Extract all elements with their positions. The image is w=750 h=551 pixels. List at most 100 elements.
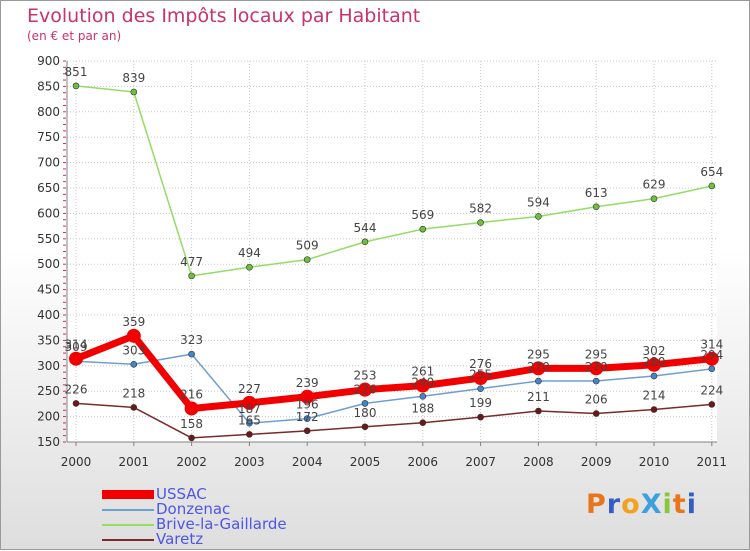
data-point-ussac	[531, 361, 546, 376]
data-label-ussac: 314	[700, 338, 723, 352]
x-tick-label: 2000	[61, 455, 92, 469]
data-label-varetz: 226	[65, 382, 88, 396]
logo-letter: i	[686, 489, 697, 520]
logo-letter: X	[640, 489, 663, 520]
data-label-donzenac: 270	[585, 360, 608, 374]
data-label-ussac: 359	[122, 315, 145, 329]
data-point-brive-la-gaillarde	[130, 88, 138, 96]
data-point-brive-la-gaillarde	[72, 82, 80, 90]
x-tick-label: 2011	[697, 455, 728, 469]
data-label-brive-la-gaillarde: 629	[643, 178, 666, 192]
data-point-brive-la-gaillarde	[188, 272, 195, 280]
data-point-donzenac	[188, 350, 195, 358]
x-tick-label: 2003	[234, 455, 265, 469]
data-point-ussac	[647, 357, 661, 372]
data-point-varetz	[650, 406, 658, 413]
series-line-ussac	[72, 332, 716, 412]
data-label-ussac: 314	[65, 338, 88, 352]
data-point-brive-la-gaillarde	[361, 238, 369, 246]
data-point-brive-la-gaillarde	[650, 195, 658, 202]
data-point-donzenac	[650, 372, 658, 380]
data-label-ussac: 216	[180, 387, 203, 401]
data-point-ussac	[69, 351, 83, 366]
data-label-donzenac: 270	[527, 360, 550, 374]
data-label-donzenac: 303	[122, 343, 145, 357]
data-point-brive-la-gaillarde	[535, 213, 542, 220]
x-tick-label: 2001	[119, 455, 150, 469]
data-label-varetz: 180	[354, 406, 377, 420]
data-label-varetz: 218	[122, 386, 145, 400]
logo-letter: i	[662, 489, 673, 520]
legend-swatch-donzenac	[102, 509, 154, 511]
data-point-donzenac	[708, 365, 716, 373]
y-tick-label: 500	[37, 257, 60, 271]
data-point-ussac	[242, 395, 257, 410]
data-label-ussac: 261	[411, 365, 434, 379]
data-label-brive-la-gaillarde: 839	[122, 71, 145, 85]
legend-label-brive: Brive-la-Gaillarde	[156, 515, 287, 533]
chart-title: Evolution des Impôts locaux par Habitant	[27, 5, 421, 27]
data-label-varetz: 224	[700, 383, 723, 397]
chart-subtitle: (en € et par an)	[27, 29, 122, 43]
data-point-varetz	[361, 423, 369, 431]
y-tick-label: 400	[37, 308, 60, 322]
data-point-brive-la-gaillarde	[477, 219, 484, 226]
data-point-ussac	[358, 382, 372, 397]
x-tick-label: 2010	[639, 455, 670, 469]
logo-letter: r	[606, 489, 622, 520]
y-tick-label: 250	[37, 384, 60, 398]
data-point-donzenac	[303, 415, 311, 422]
data-label-donzenac: 240	[411, 375, 434, 389]
data-label-donzenac: 309	[65, 340, 88, 354]
logo-letter: P	[586, 489, 607, 520]
data-label-varetz: 214	[643, 388, 666, 402]
proxiti-logo: ProXiti	[586, 489, 697, 520]
data-label-donzenac: 255	[469, 368, 492, 382]
data-label-varetz: 199	[469, 396, 492, 410]
data-point-brive-la-gaillarde	[419, 225, 427, 233]
data-label-brive-la-gaillarde: 494	[238, 246, 261, 260]
data-point-donzenac	[535, 377, 542, 385]
data-label-donzenac: 226	[354, 382, 377, 396]
data-label-donzenac: 323	[180, 333, 203, 347]
y-tick-label: 850	[37, 79, 60, 93]
x-tick-label: 2002	[176, 455, 207, 469]
x-tick-label: 2006	[408, 455, 439, 469]
data-label-brive-la-gaillarde: 654	[700, 165, 723, 179]
y-tick-label: 550	[37, 232, 60, 246]
data-point-brive-la-gaillarde	[592, 203, 600, 211]
y-tick-label: 700	[37, 156, 60, 170]
y-tick-label: 600	[37, 206, 60, 220]
data-label-ussac: 295	[585, 347, 608, 361]
data-point-varetz	[535, 407, 542, 415]
y-tick-label: 650	[37, 181, 60, 195]
data-label-varetz: 206	[585, 393, 608, 407]
legend-label-varetz: Varetz	[156, 530, 204, 548]
data-label-varetz: 172	[296, 410, 319, 424]
data-label-ussac: 239	[296, 376, 319, 390]
x-tick-label: 2007	[465, 455, 496, 469]
data-point-ussac	[184, 401, 199, 416]
legend-label-ussac: USSAC	[156, 485, 207, 503]
data-point-varetz	[592, 410, 600, 417]
data-point-ussac	[415, 378, 430, 393]
x-tick-label: 2005	[350, 455, 381, 469]
data-point-ussac	[589, 361, 604, 376]
data-point-varetz	[708, 401, 716, 408]
data-point-donzenac	[477, 385, 484, 392]
y-tick-label: 350	[37, 333, 60, 347]
data-label-brive-la-gaillarde: 851	[65, 65, 88, 79]
data-point-ussac	[126, 328, 141, 343]
data-point-ussac	[300, 389, 315, 404]
logo-letter: t	[672, 489, 687, 520]
data-point-donzenac	[246, 419, 253, 427]
data-point-varetz	[188, 434, 195, 442]
x-tick-label: 2004	[292, 455, 323, 469]
y-tick-label: 450	[37, 283, 60, 297]
data-label-varetz: 211	[527, 390, 550, 404]
data-label-brive-la-gaillarde: 594	[527, 195, 550, 209]
legend-swatch-varetz	[102, 539, 154, 541]
y-tick-label: 150	[37, 435, 60, 449]
data-point-varetz	[303, 427, 311, 435]
